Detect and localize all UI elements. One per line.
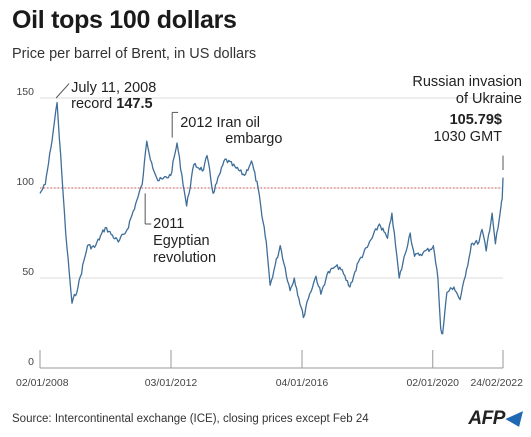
x-tick-label-0: 02/01/2008 — [16, 377, 69, 389]
x-tick-label-2: 04/01/2016 — [276, 377, 329, 389]
y-tick-label-50: 50 — [22, 266, 34, 278]
annotation-2011-line1: 2011 — [153, 216, 184, 232]
annotation-leader-2008 — [55, 83, 70, 99]
x-tick-label-3: 02/01/2020 — [406, 377, 459, 389]
annotation-2011-line2: Egyptian — [153, 233, 209, 249]
annotation-2012-line1: 2012 Iran oil — [180, 115, 260, 131]
annotation-2008-value: 147.5 — [116, 96, 152, 112]
afp-logo: AFP◀ — [468, 407, 519, 430]
brent-price-line — [39, 101, 504, 335]
afp-logo-text: AFP — [468, 408, 505, 429]
x-tick-label-1: 03/01/2012 — [145, 377, 198, 389]
chart-title: Oil tops 100 dollars — [12, 6, 237, 34]
y-tick-label-0: 0 — [28, 356, 34, 368]
y-tick-label-100: 100 — [16, 176, 34, 188]
afp-logo-mark-icon: ◀ — [504, 408, 520, 429]
annotation-2022-line3: 1030 GMT — [434, 129, 503, 145]
annotation-2011-line3: revolution — [153, 250, 216, 266]
source-note: Source: Intercontinental exchange (ICE),… — [12, 413, 369, 425]
annotation-2022-value: 105.79$ — [450, 112, 502, 128]
chart-subtitle: Price per barrel of Brent, in US dollars — [12, 46, 257, 62]
y-tick-label-150: 150 — [16, 86, 34, 98]
x-tick-label-4: 24/02/2022 — [470, 377, 523, 389]
annotation-2008-line1: July 11, 2008 — [71, 80, 156, 96]
annotation-2022-line2: of Ukraine — [456, 91, 522, 107]
annotation-2022-line1: Russian invasion — [412, 74, 522, 90]
annotation-2008-line2: record 147.5 — [71, 96, 152, 112]
annotation-2012-line2: embargo — [225, 131, 282, 147]
